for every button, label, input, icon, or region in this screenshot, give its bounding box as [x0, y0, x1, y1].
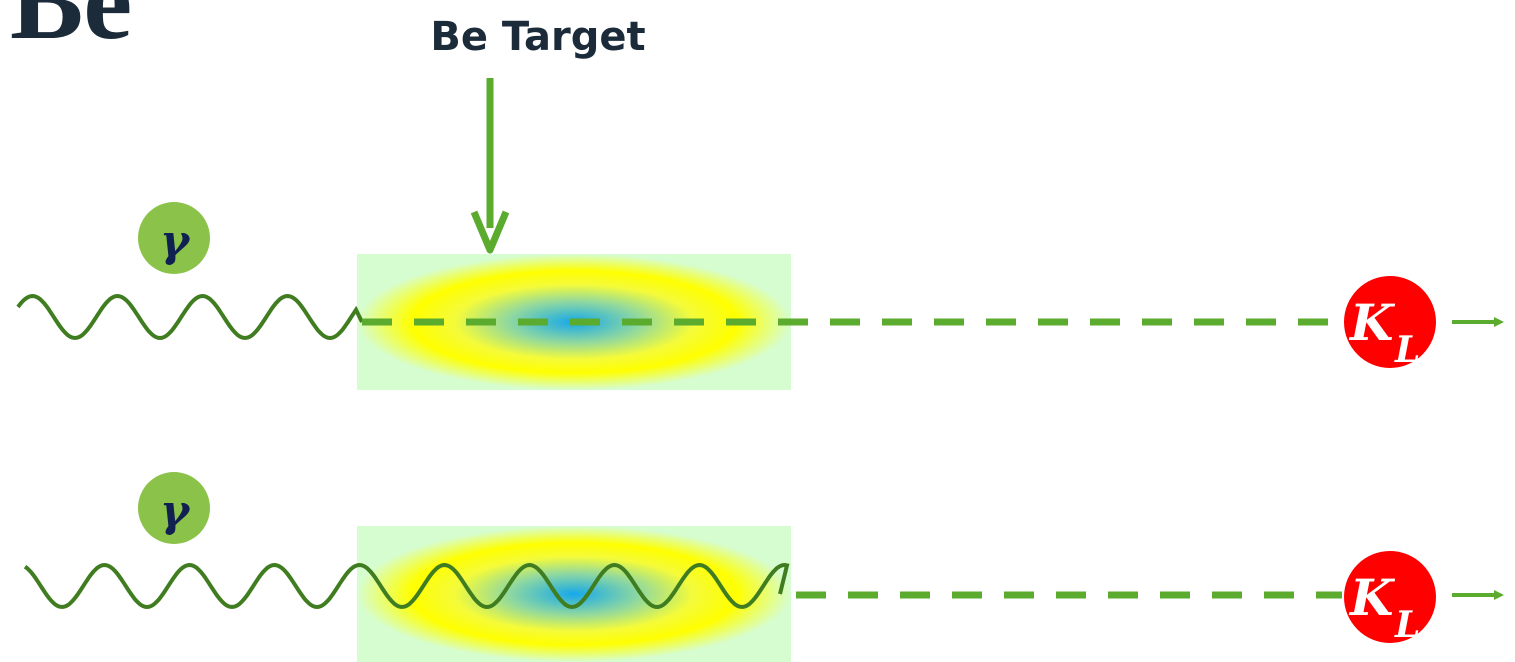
kaon-label: K: [1348, 568, 1396, 627]
kaon-badge: [1344, 551, 1436, 643]
target-arrow-head: [470, 210, 510, 254]
kaon-subscript: L: [1394, 604, 1420, 646]
photon-label: γ: [160, 486, 191, 537]
row: γ K L: [16, 202, 1504, 390]
photon-wave: [16, 293, 364, 341]
photon-badge: [138, 202, 210, 274]
kaon-label: K: [1348, 293, 1396, 352]
row: γ K L: [23, 472, 1504, 662]
photon-label: γ: [160, 216, 191, 267]
title: Be: [10, 0, 132, 62]
photon-badge: [138, 472, 210, 544]
photon-wave: [23, 562, 790, 610]
kaon-subscript: L: [1394, 329, 1420, 371]
target: [357, 526, 791, 662]
kaon-badge: [1344, 276, 1436, 368]
target-label: Be Target: [430, 14, 645, 60]
